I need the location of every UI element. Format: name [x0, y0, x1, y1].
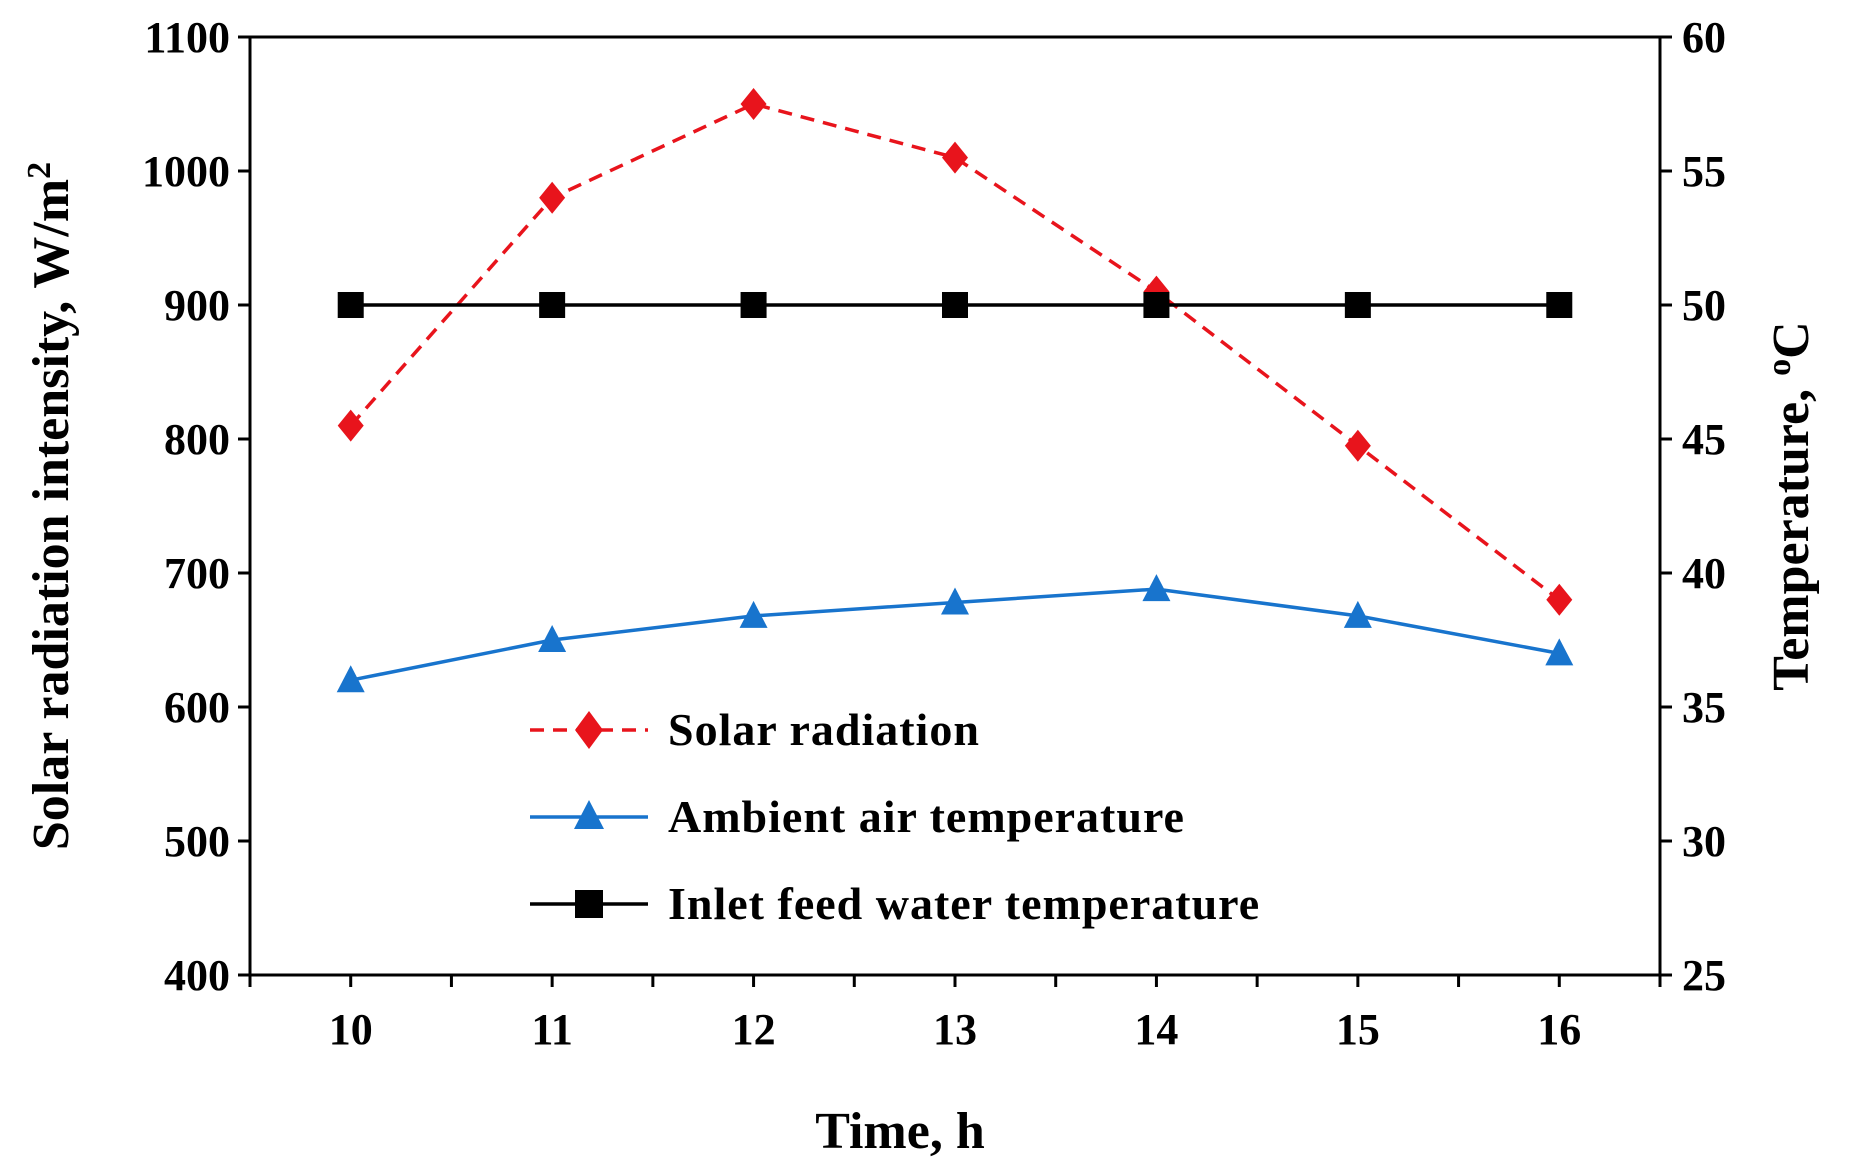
data-point-ambient-air-temperature	[941, 587, 969, 615]
data-point-solar-radiation	[740, 88, 767, 120]
x-tick-label: 13	[933, 1005, 977, 1054]
data-point-solar-radiation	[1344, 429, 1371, 462]
legend-label-ambient-air-temperature: Ambient air temperature	[668, 791, 1185, 842]
plot-area	[248, 35, 1662, 977]
data-point-inlet-feed-water-temperature	[1344, 292, 1371, 318]
data-point-solar-radiation	[1546, 583, 1573, 616]
data-point-solar-radiation	[337, 409, 364, 442]
legend-marker-ambient-air-temperature	[574, 800, 604, 829]
data-point-inlet-feed-water-temperature	[942, 292, 968, 318]
data-point-inlet-feed-water-temperature	[539, 292, 566, 318]
y-right-axis-title: Temperature, oC	[1761, 321, 1820, 690]
y-right-tick-label: 50	[1682, 281, 1726, 330]
data-point-ambient-air-temperature	[1142, 574, 1171, 602]
data-point-inlet-feed-water-temperature	[337, 292, 364, 318]
data-point-inlet-feed-water-temperature	[1546, 292, 1573, 318]
data-point-solar-radiation	[539, 181, 566, 214]
y-left-tick-label: 900	[164, 281, 230, 330]
data-point-ambient-air-temperature	[739, 600, 768, 628]
y-right-tick-label: 35	[1682, 683, 1726, 732]
y-right-tick-label: 45	[1682, 415, 1726, 464]
data-point-ambient-air-temperature	[1343, 600, 1372, 628]
x-tick-label: 16	[1537, 1005, 1581, 1054]
legend: Solar radiation Ambient air temperature …	[530, 704, 1260, 929]
y-left-tick-label: 1100	[144, 13, 230, 62]
x-tick-label: 12	[732, 1005, 776, 1054]
y-right-tick-label: 40	[1682, 549, 1726, 598]
y-left-tick-label: 700	[164, 549, 230, 598]
legend-item-inlet-feed-water-temperature: Inlet feed water temperature	[530, 878, 1260, 929]
x-tick-label: 15	[1336, 1005, 1380, 1054]
legend-item-solar-radiation: Solar radiation	[530, 704, 980, 755]
y-right-tick-label: 30	[1682, 817, 1726, 866]
data-point-ambient-air-temperature	[336, 665, 365, 693]
legend-label-inlet-feed-water-temperature: Inlet feed water temperature	[668, 878, 1260, 929]
legend-item-ambient-air-temperature: Ambient air temperature	[530, 791, 1185, 842]
data-point-ambient-air-temperature	[538, 625, 567, 652]
data-point-inlet-feed-water-temperature	[740, 292, 767, 318]
y-left-tick-label: 800	[164, 415, 230, 464]
data-point-ambient-air-temperature	[1545, 638, 1574, 666]
y-left-tick-label: 400	[164, 951, 230, 1000]
y-left-tick-label: 1000	[142, 147, 230, 196]
y-right-tick-label: 25	[1682, 951, 1726, 1000]
legend-marker-inlet-feed-water-temperature	[575, 890, 603, 918]
y-right-tick-label: 55	[1682, 147, 1726, 196]
data-point-inlet-feed-water-temperature	[1143, 292, 1170, 318]
y-left-tick-label: 500	[164, 817, 230, 866]
x-tick-label: 10	[329, 1005, 373, 1054]
y-left-axis-title: Solar radiation intensity, W/m2	[21, 162, 80, 850]
x-tick-label: 14	[1134, 1005, 1178, 1054]
legend-marker-solar-radiation	[575, 711, 603, 749]
y-left-tick-label: 600	[164, 683, 230, 732]
x-tick-label: 11	[531, 1005, 573, 1054]
x-axis-title: Time, h	[815, 1103, 985, 1160]
y-right-tick-label: 60	[1682, 13, 1726, 62]
legend-label-solar-radiation: Solar radiation	[668, 704, 980, 755]
data-point-solar-radiation	[942, 141, 968, 174]
